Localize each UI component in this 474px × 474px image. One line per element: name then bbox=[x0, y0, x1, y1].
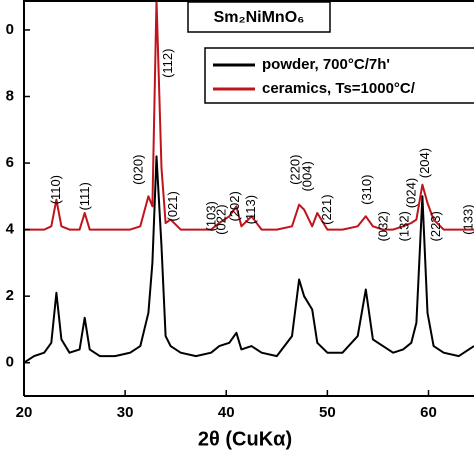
peak-label: (103) bbox=[204, 201, 219, 231]
y-tick-label: 0 bbox=[6, 21, 14, 38]
x-tick-label: 60 bbox=[420, 404, 437, 421]
peak-label: (032) bbox=[375, 211, 390, 241]
peak-label: (310) bbox=[359, 175, 374, 205]
legend-label: powder, 700°C/7h' bbox=[262, 56, 390, 73]
peak-label: (024) bbox=[404, 178, 419, 208]
legend-box bbox=[204, 47, 474, 104]
x-axis-label: 2θ (CuKα) bbox=[198, 428, 292, 450]
peak-label: (220) bbox=[287, 155, 302, 185]
peak-label: (110) bbox=[48, 175, 63, 204]
y-tick-label: 6 bbox=[6, 154, 14, 171]
peak-label: (223) bbox=[428, 211, 443, 241]
legend: powder, 700°C/7h' ceramics, Ts=1000°C/ bbox=[213, 56, 416, 97]
peak-label: (202) bbox=[227, 191, 242, 221]
peak-label: (204) bbox=[417, 148, 432, 178]
data-line bbox=[24, 0, 474, 231]
peak-label: (112) bbox=[160, 49, 175, 78]
data-line bbox=[24, 155, 474, 364]
y-tick-label: 2 bbox=[6, 287, 14, 304]
peak-label: (004) bbox=[300, 161, 315, 191]
y-tick-label: 8 bbox=[6, 87, 14, 104]
peak-label: (133) bbox=[460, 204, 474, 234]
peak-label: (020) bbox=[131, 155, 146, 185]
chart-title: Sm₂NiMnO₆ bbox=[214, 9, 305, 26]
peak-label: (113) bbox=[243, 195, 258, 224]
y-tick-label: 0 bbox=[6, 354, 14, 371]
peak-label: (132) bbox=[397, 211, 412, 241]
peak-label: (022) bbox=[214, 204, 229, 234]
peak-label: (111) bbox=[77, 182, 92, 210]
x-tick-label: 40 bbox=[218, 404, 235, 421]
legend-label: ceramics, Ts=1000°C/ bbox=[262, 80, 416, 97]
y-tick-label: 4 bbox=[6, 221, 15, 238]
plot-area bbox=[24, 0, 474, 364]
title-box bbox=[187, 1, 331, 33]
x-tick-label: 50 bbox=[319, 404, 336, 421]
peak-label: (021) bbox=[165, 191, 180, 221]
x-tick-label: 30 bbox=[117, 404, 134, 421]
peak-label: (221) bbox=[319, 194, 334, 224]
x-tick-label: 20 bbox=[16, 404, 33, 421]
